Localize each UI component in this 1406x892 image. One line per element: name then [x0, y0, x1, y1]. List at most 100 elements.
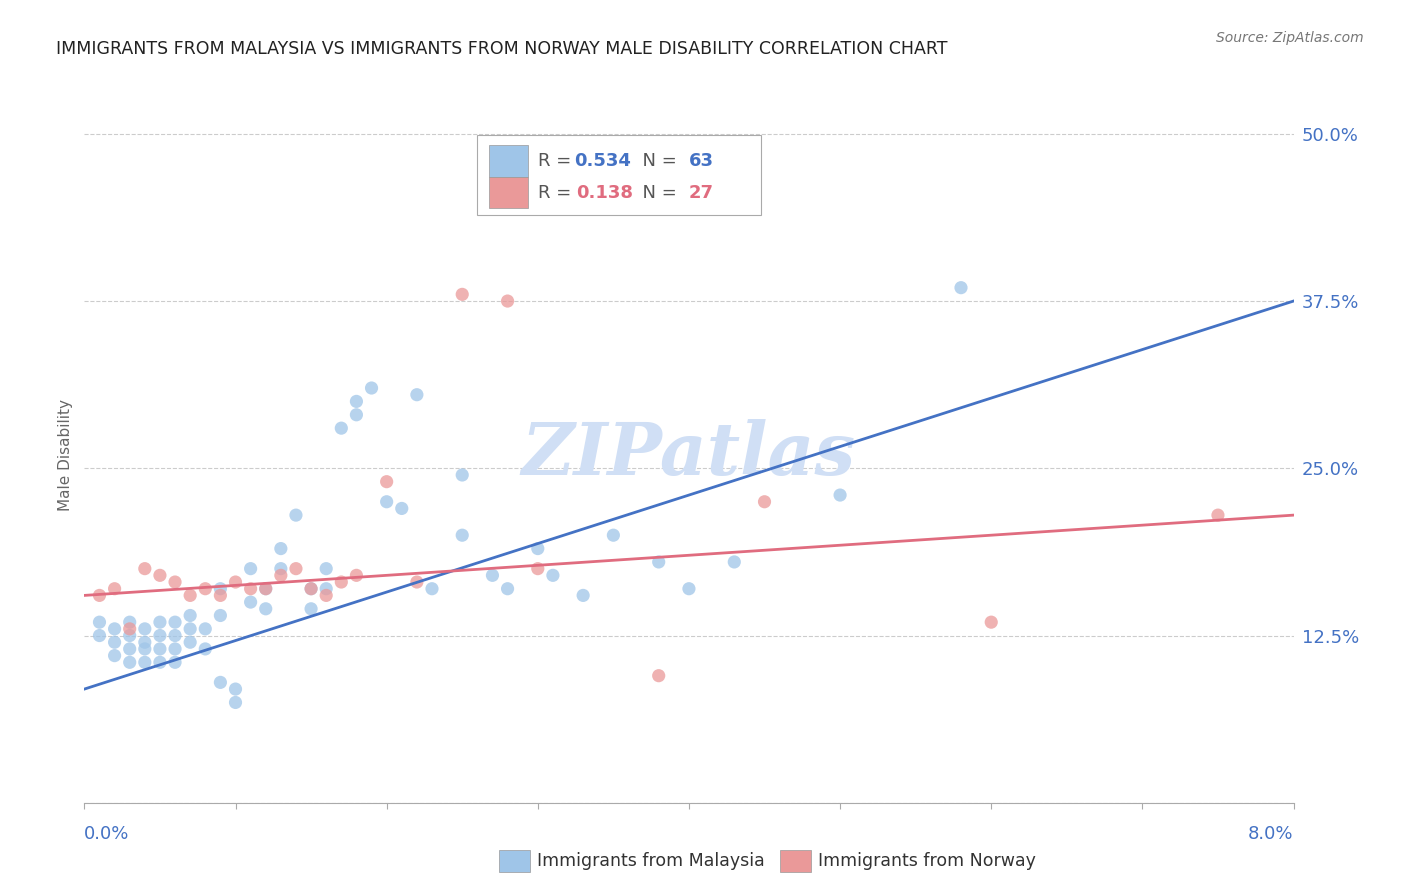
Point: [315, 589, 337, 603]
Point: [648, 555, 671, 569]
Point: [225, 575, 247, 590]
Point: [254, 582, 277, 596]
Point: [225, 696, 247, 710]
Point: [89, 615, 111, 630]
Point: [89, 589, 111, 603]
Point: [391, 501, 413, 516]
Point: [134, 635, 156, 649]
Text: IMMIGRANTS FROM MALAYSIA VS IMMIGRANTS FROM NORWAY MALE DISABILITY CORRELATION C: IMMIGRANTS FROM MALAYSIA VS IMMIGRANTS F…: [56, 40, 948, 58]
Point: [299, 582, 322, 596]
Point: [165, 655, 187, 669]
Point: [104, 635, 127, 649]
Point: [360, 381, 382, 395]
Point: [420, 582, 443, 596]
Point: [270, 541, 292, 556]
Y-axis label: Male Disability: Male Disability: [58, 399, 73, 511]
Text: R =: R =: [538, 153, 576, 170]
Point: [209, 608, 232, 623]
Bar: [489, 145, 529, 177]
Point: [149, 628, 172, 642]
Point: [330, 421, 353, 435]
Text: N =: N =: [631, 184, 682, 202]
Point: [299, 602, 322, 616]
Point: [254, 582, 277, 596]
Point: [315, 582, 337, 596]
Point: [118, 642, 141, 657]
Point: [648, 669, 671, 683]
Point: [678, 582, 700, 596]
Point: [270, 568, 292, 582]
Text: Immigrants from Malaysia: Immigrants from Malaysia: [537, 852, 765, 870]
Point: [89, 628, 111, 642]
Point: [118, 628, 141, 642]
Point: [950, 281, 973, 295]
Point: [118, 622, 141, 636]
Point: [451, 287, 474, 301]
Point: [830, 488, 852, 502]
Point: [134, 642, 156, 657]
Point: [285, 508, 308, 523]
Point: [149, 615, 172, 630]
Point: [754, 494, 776, 508]
Point: [980, 615, 1002, 630]
Point: [134, 622, 156, 636]
Point: [375, 494, 398, 508]
Point: [527, 562, 550, 576]
Point: [375, 475, 398, 489]
Point: [723, 555, 745, 569]
Text: ZIPatlas: ZIPatlas: [522, 419, 856, 491]
Point: [179, 635, 201, 649]
Point: [270, 562, 292, 576]
Point: [330, 575, 353, 590]
Point: [346, 408, 368, 422]
Point: [209, 675, 232, 690]
Text: 0.138: 0.138: [576, 184, 634, 202]
Point: [406, 575, 429, 590]
Point: [149, 642, 172, 657]
Point: [602, 528, 624, 542]
Point: [104, 622, 127, 636]
Point: [285, 562, 308, 576]
Point: [541, 568, 564, 582]
Point: [1206, 508, 1229, 523]
Point: [254, 602, 277, 616]
Point: [527, 541, 550, 556]
Point: [239, 595, 262, 609]
Text: Immigrants from Norway: Immigrants from Norway: [818, 852, 1036, 870]
Point: [104, 648, 127, 663]
Point: [346, 394, 368, 409]
FancyBboxPatch shape: [478, 135, 762, 215]
Point: [496, 582, 519, 596]
Bar: [489, 177, 529, 208]
Point: [179, 589, 201, 603]
Point: [572, 589, 595, 603]
Point: [239, 562, 262, 576]
Point: [194, 622, 217, 636]
Point: [225, 681, 247, 696]
Point: [194, 642, 217, 657]
Point: [165, 628, 187, 642]
Point: [481, 568, 503, 582]
Point: [134, 655, 156, 669]
Text: 63: 63: [689, 153, 714, 170]
Text: Source: ZipAtlas.com: Source: ZipAtlas.com: [1216, 31, 1364, 45]
Point: [209, 589, 232, 603]
Point: [299, 582, 322, 596]
Text: 0.0%: 0.0%: [84, 825, 129, 843]
Text: 0.534: 0.534: [574, 153, 631, 170]
Point: [209, 582, 232, 596]
Point: [134, 562, 156, 576]
Point: [179, 608, 201, 623]
Point: [165, 615, 187, 630]
Point: [315, 562, 337, 576]
Point: [194, 582, 217, 596]
Point: [496, 294, 519, 309]
Point: [165, 642, 187, 657]
Point: [239, 582, 262, 596]
Point: [179, 622, 201, 636]
Point: [104, 582, 127, 596]
Text: 8.0%: 8.0%: [1249, 825, 1294, 843]
Point: [451, 528, 474, 542]
Text: R =: R =: [538, 184, 582, 202]
Point: [149, 655, 172, 669]
